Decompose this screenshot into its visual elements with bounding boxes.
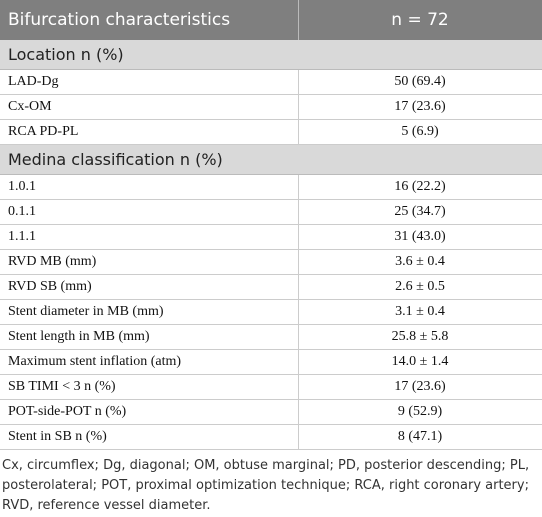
row-label: Cx-OM	[0, 94, 299, 120]
row-label: RVD MB (mm)	[0, 249, 299, 275]
row-value: 25.8 ± 5.8	[298, 324, 542, 350]
header-cell: Bifurcation characteristics	[0, 0, 299, 40]
header-row: Bifurcation characteristics n = 72	[0, 0, 542, 40]
data-row: Stent diameter in MB (mm) 3.1 ± 0.4	[0, 299, 542, 325]
section-row: Location n (%)	[0, 40, 542, 70]
row-label: RCA PD-PL	[0, 119, 299, 145]
data-row: Stent length in MB (mm) 25.8 ± 5.8	[0, 324, 542, 350]
row-label: RVD SB (mm)	[0, 274, 299, 300]
row-value: 3.1 ± 0.4	[298, 299, 542, 325]
section-row: Medina classification n (%)	[0, 144, 542, 175]
row-label: Stent in SB n (%)	[0, 424, 299, 450]
data-row: LAD-Dg 50 (69.4)	[0, 69, 542, 95]
row-value: 5 (6.9)	[298, 119, 542, 145]
row-label: Stent diameter in MB (mm)	[0, 299, 299, 325]
row-value: 31 (43.0)	[298, 224, 542, 250]
row-label: POT-side-POT n (%)	[0, 399, 299, 425]
data-row: Maximum stent inflation (atm) 14.0 ± 1.4	[0, 349, 542, 375]
row-value: 16 (22.2)	[298, 174, 542, 200]
row-label: LAD-Dg	[0, 69, 299, 95]
data-row: RCA PD-PL 5 (6.9)	[0, 119, 542, 145]
data-row: POT-side-POT n (%) 9 (52.9)	[0, 399, 542, 425]
data-row: 0.1.1 25 (34.7)	[0, 199, 542, 225]
row-value: 17 (23.6)	[298, 374, 542, 400]
row-value: 14.0 ± 1.4	[298, 349, 542, 375]
table-body: Location n (%) LAD-Dg 50 (69.4) Cx-OM 17 (23…	[0, 40, 542, 450]
row-label: 1.1.1	[0, 224, 299, 250]
section-title: Location n (%)	[0, 40, 542, 70]
row-label: SB TIMI < 3 n (%)	[0, 374, 299, 400]
row-label: Stent length in MB (mm)	[0, 324, 299, 350]
data-row: RVD MB (mm) 3.6 ± 0.4	[0, 249, 542, 275]
row-value: 9 (52.9)	[298, 399, 542, 425]
data-row: 1.0.1 16 (22.2)	[0, 174, 542, 200]
row-value: 2.6 ± 0.5	[298, 274, 542, 300]
data-row: Cx-OM 17 (23.6)	[0, 94, 542, 120]
footnote: Cx, circumflex; Dg, diagonal; OM, obtuse…	[2, 458, 530, 513]
data-row: SB TIMI < 3 n (%) 17 (23.6)	[0, 374, 542, 400]
data-row: RVD SB (mm) 2.6 ± 0.5	[0, 274, 542, 300]
section-title: Medina classification n (%)	[0, 144, 542, 175]
row-label: 1.0.1	[0, 174, 299, 200]
row-label: 0.1.1	[0, 199, 299, 225]
data-row: 1.1.1 31 (43.0)	[0, 224, 542, 250]
row-value: 8 (47.1)	[298, 424, 542, 450]
row-label: Maximum stent inflation (atm)	[0, 349, 299, 375]
row-value: 50 (69.4)	[298, 69, 542, 95]
row-value: 25 (34.7)	[298, 199, 542, 225]
data-row: Stent in SB n (%) 8 (47.1)	[0, 424, 542, 450]
row-value: 17 (23.6)	[298, 94, 542, 120]
header-cell: n = 72	[298, 0, 542, 40]
row-value: 3.6 ± 0.4	[298, 249, 542, 275]
table: Bifurcation characteristics n = 72 Locat…	[0, 0, 542, 450]
